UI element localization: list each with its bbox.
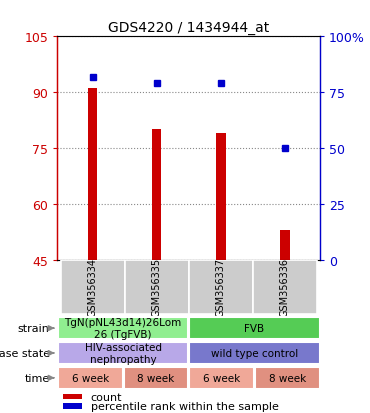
Text: disease state: disease state (0, 348, 50, 358)
FancyBboxPatch shape (255, 367, 320, 389)
FancyBboxPatch shape (61, 260, 125, 314)
Title: GDS4220 / 1434944_at: GDS4220 / 1434944_at (108, 21, 269, 35)
Text: percentile rank within the sample: percentile rank within the sample (91, 401, 279, 411)
Text: HIV-associated
nephropathy: HIV-associated nephropathy (84, 342, 162, 364)
FancyBboxPatch shape (58, 367, 122, 389)
FancyBboxPatch shape (125, 260, 189, 314)
Text: wild type control: wild type control (211, 348, 298, 358)
FancyBboxPatch shape (189, 260, 253, 314)
FancyBboxPatch shape (58, 342, 188, 364)
Text: FVB: FVB (244, 323, 265, 333)
Bar (216, 134, 226, 260)
Text: strain: strain (18, 323, 50, 333)
Text: 8 week: 8 week (269, 373, 306, 383)
Text: count: count (91, 392, 122, 401)
FancyBboxPatch shape (189, 317, 320, 339)
Bar (280, 230, 290, 260)
Bar (88, 89, 97, 260)
FancyBboxPatch shape (253, 260, 317, 314)
Text: GSM356335: GSM356335 (152, 258, 162, 316)
FancyBboxPatch shape (189, 342, 320, 364)
Bar (63, 394, 83, 399)
Text: 6 week: 6 week (203, 373, 240, 383)
Bar (152, 130, 161, 260)
Text: 8 week: 8 week (137, 373, 175, 383)
FancyBboxPatch shape (124, 367, 188, 389)
Text: TgN(pNL43d14)26Lom
26 (TgFVB): TgN(pNL43d14)26Lom 26 (TgFVB) (64, 318, 182, 339)
FancyBboxPatch shape (58, 317, 188, 339)
Text: time: time (24, 373, 50, 383)
FancyBboxPatch shape (189, 367, 254, 389)
Text: 6 week: 6 week (71, 373, 109, 383)
Text: GSM356337: GSM356337 (216, 258, 226, 316)
Text: GSM356336: GSM356336 (280, 258, 290, 316)
Bar (63, 404, 83, 409)
Text: GSM356334: GSM356334 (88, 258, 98, 316)
